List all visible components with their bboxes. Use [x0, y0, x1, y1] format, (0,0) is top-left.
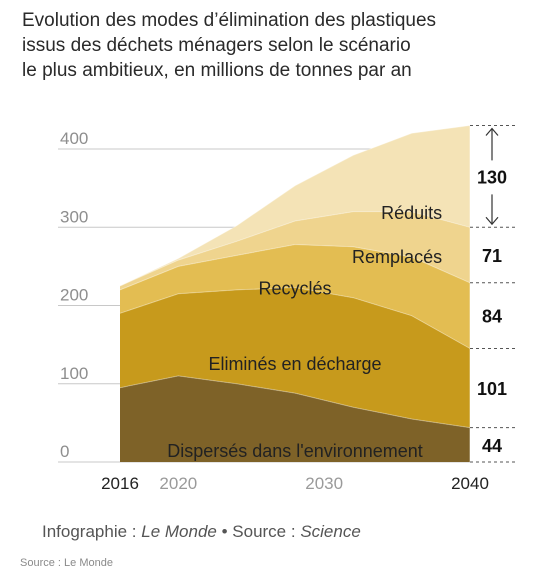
credit-separator: • Source :	[216, 522, 301, 541]
label-elimines: Eliminés en décharge	[208, 354, 381, 374]
chart-title-line-1: Evolution des modes d’élimination des pl…	[22, 10, 437, 31]
boundary-recycles	[119, 243, 471, 291]
chart-title: Evolution des modes d’élimination des pl…	[22, 8, 532, 83]
credit-line: Infographie : Le Monde • Source : Scienc…	[42, 522, 361, 542]
x-tick-2020: 2020	[159, 474, 197, 493]
label-recycles: Recyclés	[258, 278, 331, 298]
chart-title-line-2: issus des déchets ménagers selon le scén…	[22, 35, 411, 56]
end-value-reduits: 130	[477, 167, 507, 187]
label-remplaces: Remplacés	[352, 247, 442, 267]
boundary-reduits	[119, 125, 471, 287]
area-disperses	[120, 375, 470, 462]
credit-source: Science	[300, 522, 361, 541]
boundary-disperses	[119, 375, 471, 429]
credit-outlet: Le Monde	[141, 522, 217, 541]
end-value-remplaces: 71	[482, 246, 502, 266]
area-elimines	[120, 287, 470, 428]
series-boundaries	[119, 125, 471, 462]
chart-title-line-3: le plus ambitieux, en millions de tonnes…	[22, 60, 412, 81]
x-tick-2016: 2016	[101, 474, 139, 493]
y-tick-300: 300	[60, 207, 88, 226]
area-recycles	[120, 244, 470, 349]
x-tick-2030: 2030	[305, 474, 343, 493]
x-axis-ticks: 2016 2020 2030 2040	[101, 474, 489, 493]
x-tick-2040: 2040	[451, 474, 489, 493]
y-tick-400: 400	[60, 129, 88, 148]
y-axis-ticks: 0 100 200 300 400	[60, 129, 88, 461]
end-value-disperses: 44	[482, 436, 502, 456]
y-tick-0: 0	[60, 442, 69, 461]
reduction-arrow	[485, 127, 499, 226]
credit-prefix: Infographie :	[42, 522, 142, 541]
y-tick-200: 200	[60, 286, 88, 305]
footer-source: Source : Le Monde	[20, 557, 113, 569]
boundary-remplaces	[119, 211, 471, 287]
end-value-labels: 130 71 84 101 44	[470, 125, 515, 463]
series-labels: Dispersés dans l'environnement Eliminés e…	[167, 203, 442, 461]
end-value-elimines: 101	[477, 379, 507, 399]
area-series	[120, 125, 470, 462]
arrow-head-up	[485, 127, 499, 136]
area-reduits	[120, 125, 470, 286]
area-remplaces	[120, 211, 470, 290]
y-tick-100: 100	[60, 364, 88, 383]
label-reduits: Réduits	[381, 203, 442, 223]
boundary-elimines	[119, 286, 471, 349]
arrow-head-down	[485, 216, 499, 226]
label-disperses: Dispersés dans l'environnement	[167, 441, 423, 461]
end-value-recycles: 84	[482, 307, 502, 327]
